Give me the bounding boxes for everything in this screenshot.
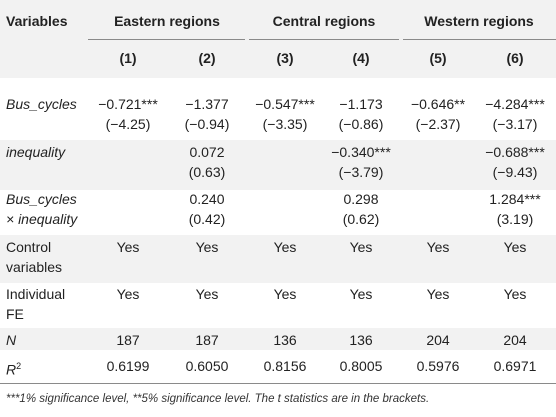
- n-cell: 136: [349, 332, 373, 348]
- row-label-fe-2: FE: [6, 306, 24, 322]
- controls-cell: Yes: [503, 239, 527, 255]
- r2-cell: 0.6199: [106, 358, 150, 374]
- n-cell: 187: [116, 332, 140, 348]
- table-bottom-rule: [0, 383, 556, 384]
- r2-superscript: 2: [16, 361, 22, 371]
- r2-cell: 0.8005: [339, 358, 383, 374]
- t-stat-cell: (−0.94): [184, 116, 230, 132]
- group-western: Western regions: [424, 13, 534, 29]
- coef-cell: 0.298: [343, 191, 379, 207]
- coef-cell: −1.377: [185, 96, 229, 112]
- group-eastern: Eastern regions: [114, 13, 220, 29]
- group-rule-eastern: [88, 39, 245, 40]
- coef-cell: −0.547***: [255, 96, 315, 112]
- t-stat-cell: (0.62): [342, 211, 380, 227]
- fe-cell: Yes: [273, 286, 297, 302]
- row-label-r2: R2: [6, 356, 21, 380]
- t-stat-cell: (−4.25): [105, 116, 151, 132]
- header-variables: Variables: [6, 13, 68, 29]
- coef-cell: 0.072: [189, 144, 225, 160]
- controls-cell: Yes: [116, 239, 140, 255]
- row-label-n: N: [6, 332, 17, 348]
- controls-cell: Yes: [426, 239, 450, 255]
- col-header-3: (3): [276, 50, 294, 66]
- row-label-inequality: inequality: [6, 144, 66, 160]
- col-header-6: (6): [506, 50, 524, 66]
- col-header-5: (5): [429, 50, 447, 66]
- t-stat-cell: (−3.35): [262, 116, 308, 132]
- coef-cell: −0.340***: [331, 144, 391, 160]
- coef-cell: −0.721***: [98, 96, 158, 112]
- fe-cell: Yes: [503, 286, 527, 302]
- r2-cell: 0.5976: [416, 358, 460, 374]
- t-stat-cell: (3.19): [496, 211, 534, 227]
- group-rule-western: [403, 39, 556, 40]
- row-label-fe-1: Individual: [6, 286, 66, 302]
- t-stat-cell: (−3.79): [338, 164, 384, 180]
- controls-cell: Yes: [349, 239, 373, 255]
- row-label-controls-1: Control: [6, 239, 52, 255]
- col-header-4: (4): [352, 50, 370, 66]
- coef-cell: −1.173: [339, 96, 383, 112]
- row-label-controls-2: variables: [6, 259, 63, 275]
- coef-cell: −0.688***: [485, 144, 545, 160]
- fe-cell: Yes: [349, 286, 373, 302]
- t-stat-cell: (−3.17): [492, 116, 538, 132]
- col-header-1: (1): [119, 50, 137, 66]
- row-band-n: [0, 328, 556, 350]
- n-cell: 136: [273, 332, 297, 348]
- controls-cell: Yes: [273, 239, 297, 255]
- fe-cell: Yes: [426, 286, 450, 302]
- r2-cell: 0.6971: [493, 358, 537, 374]
- controls-cell: Yes: [195, 239, 219, 255]
- fe-cell: Yes: [116, 286, 140, 302]
- row-label-bus-cycles: Bus_cycles: [6, 96, 77, 112]
- fe-cell: Yes: [195, 286, 219, 302]
- row-band-controls: [0, 235, 556, 283]
- r2-letter: R: [6, 361, 17, 378]
- group-rule-central: [249, 39, 399, 40]
- t-stat-cell: (0.63): [188, 164, 226, 180]
- n-cell: 204: [503, 332, 527, 348]
- table-footnote: ***1% significance level, **5% significa…: [6, 393, 430, 405]
- n-cell: 187: [195, 332, 219, 348]
- t-stat-cell: (−0.86): [338, 116, 384, 132]
- coef-cell: 0.240: [189, 191, 225, 207]
- row-band-inequality: [0, 140, 556, 190]
- col-header-2: (2): [198, 50, 216, 66]
- r2-cell: 0.6050: [185, 358, 229, 374]
- t-stat-cell: (0.42): [188, 211, 226, 227]
- coef-cell: −0.646**: [410, 96, 466, 112]
- t-stat-cell: (−9.43): [492, 164, 538, 180]
- row-label-interaction-1: Bus_cycles: [6, 191, 77, 207]
- coef-cell: −4.284***: [485, 96, 545, 112]
- group-central: Central regions: [272, 13, 376, 29]
- coef-cell: 1.284***: [489, 191, 541, 207]
- t-stat-cell: (−2.37): [415, 116, 461, 132]
- r2-cell: 0.8156: [263, 358, 307, 374]
- row-label-interaction-2: × inequality: [6, 211, 78, 227]
- n-cell: 204: [426, 332, 450, 348]
